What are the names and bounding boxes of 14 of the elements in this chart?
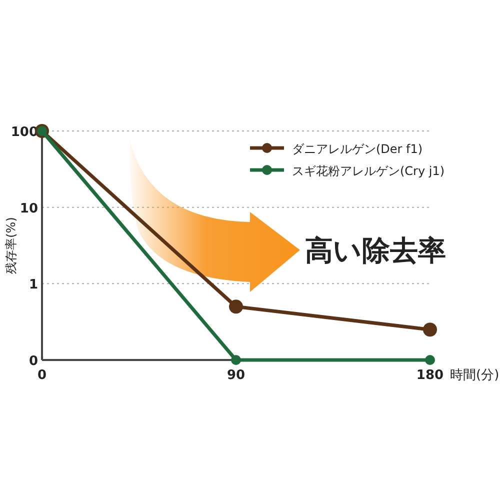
x-tick-label: 180 <box>416 368 444 383</box>
y-tick-label: 1 <box>28 278 38 293</box>
x-tick-label: 90 <box>226 368 246 383</box>
x-axis-title: 時間(分) <box>450 368 500 383</box>
point <box>425 355 435 365</box>
point <box>423 322 437 337</box>
y-tick-label: 10 <box>20 201 38 216</box>
point <box>229 300 243 314</box>
annotation: 高い除去率 <box>305 234 446 267</box>
y-tick-label: 0 <box>28 354 38 369</box>
y-axis-title: 残存率(%) <box>4 217 18 274</box>
point <box>231 355 241 365</box>
legend-label: スギ花粉アレルゲン(Cry j1) <box>292 164 445 178</box>
legend-label: ダニアレルゲン(Der f1) <box>292 142 423 156</box>
